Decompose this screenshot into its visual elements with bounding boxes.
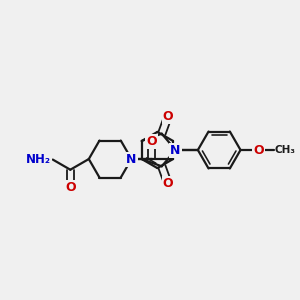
Text: O: O <box>253 143 264 157</box>
Text: N: N <box>170 143 181 157</box>
Text: N: N <box>126 152 136 166</box>
Text: O: O <box>163 177 173 190</box>
Text: O: O <box>65 181 76 194</box>
Text: CH₃: CH₃ <box>274 145 296 155</box>
Text: O: O <box>163 110 173 123</box>
Text: NH₂: NH₂ <box>26 153 51 166</box>
Text: O: O <box>146 135 157 148</box>
